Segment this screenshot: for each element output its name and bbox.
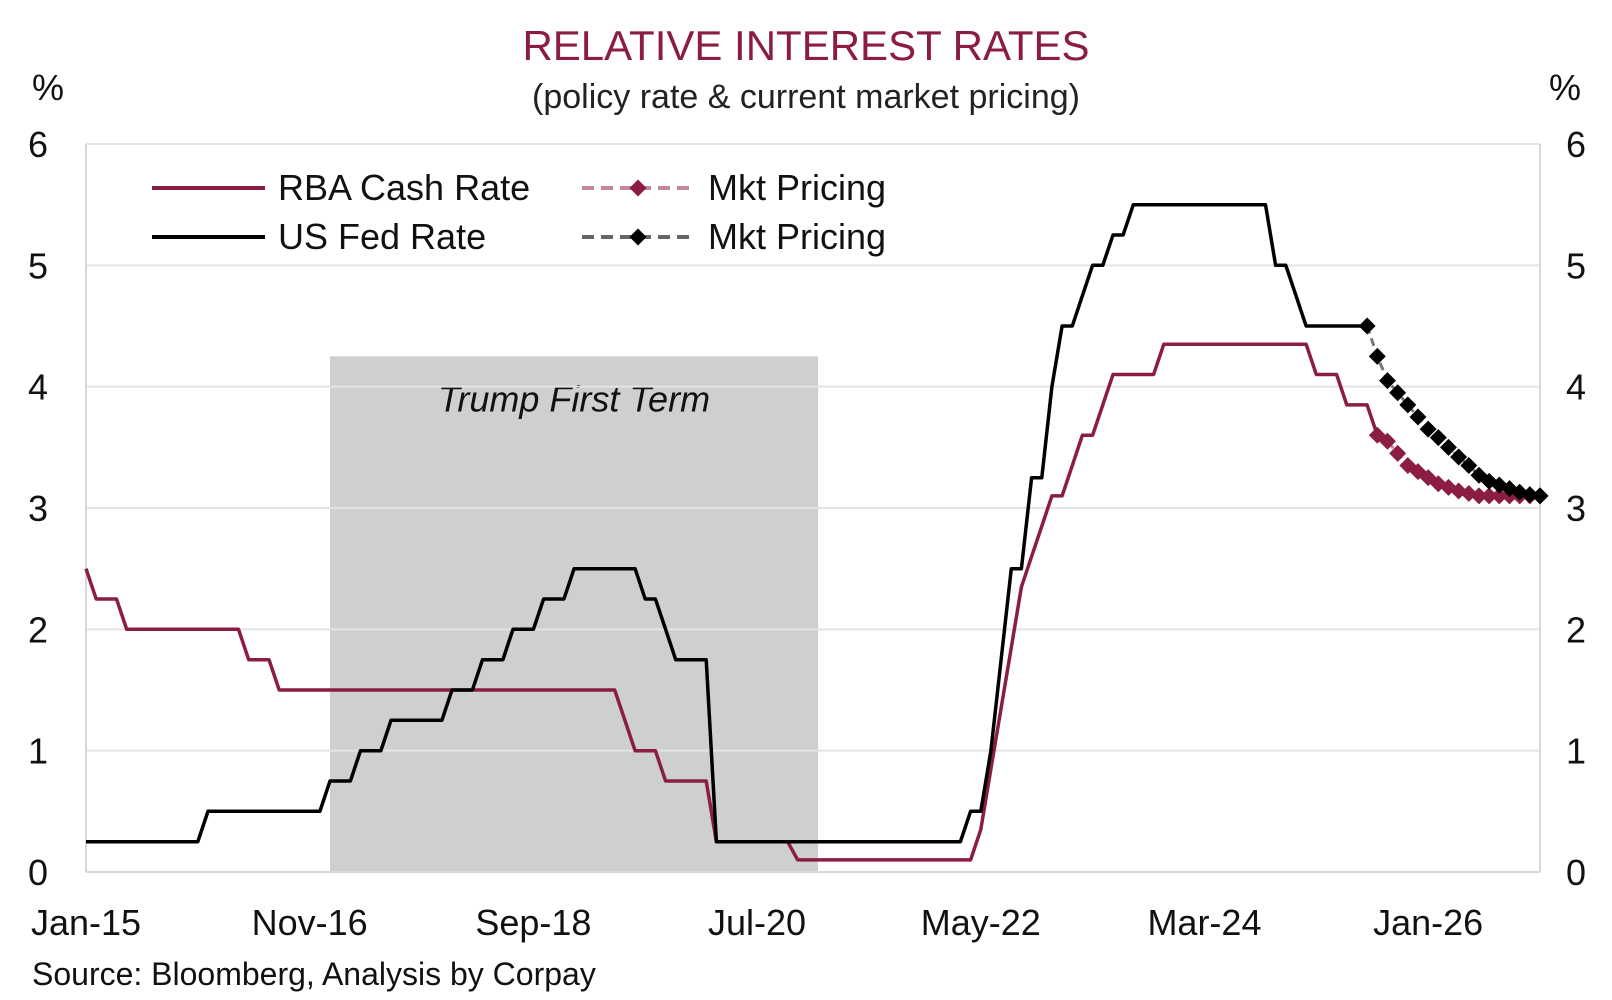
y-tick-label-right: 5 [1566,245,1586,286]
fed-market-pricing-line [1365,325,1541,498]
y-tick-label-right: 3 [1566,488,1586,529]
shaded-region-label: Trump First Term [438,378,710,419]
x-tick-label: Jan-15 [31,902,141,943]
legend-label-rba: RBA Cash Rate [278,167,530,208]
y-tick-label-left: 3 [28,488,48,529]
x-tick-label: Sep-18 [475,902,591,943]
market-pricing-marker [1368,347,1386,365]
y-tick-label-right: 1 [1566,731,1586,772]
legend-label-fed-pricing: Mkt Pricing [708,216,886,257]
market-pricing-marker [1531,487,1549,505]
x-tick-label: Jan-26 [1373,902,1483,943]
y-tick-label-left: 2 [28,609,48,650]
y-axis-left-unit: % [32,67,64,108]
legend: RBA Cash Rate Mkt Pricing US Fed Rate Mk… [152,167,886,257]
source-note: Source: Bloomberg, Analysis by Corpay [32,956,596,992]
x-tick-label: May-22 [921,902,1041,943]
y-tick-label-left: 0 [28,852,48,893]
y-tick-label-right: 6 [1566,124,1586,165]
y-tick-label-left: 1 [28,731,48,772]
x-tick-label: Mar-24 [1147,902,1261,943]
rba-cash-rate-line [84,342,1379,862]
x-tick-label: Jul-20 [708,902,806,943]
us-fed-rate-line [86,202,1368,844]
shaded-region [330,356,819,872]
legend-marker-rba-pricing [629,179,647,197]
y-tick-label-left: 6 [28,124,48,165]
chart-subtitle: (policy rate & current market pricing) [532,78,1080,116]
y-axis-right-unit: % [1549,67,1581,108]
y-tick-label-left: 5 [28,245,48,286]
y-tick-label-left: 4 [28,367,48,408]
chart-title: RELATIVE INTEREST RATES [522,22,1089,69]
legend-label-fed: US Fed Rate [278,216,486,257]
legend-label-rba-pricing: Mkt Pricing [708,167,886,208]
legend-marker-fed-pricing [629,228,647,246]
y-tick-label-right: 4 [1566,367,1586,408]
y-tick-label-right: 0 [1566,852,1586,893]
x-tick-label: Nov-16 [252,902,368,943]
y-tick-label-right: 2 [1566,609,1586,650]
market-pricing-marker [1358,317,1376,335]
